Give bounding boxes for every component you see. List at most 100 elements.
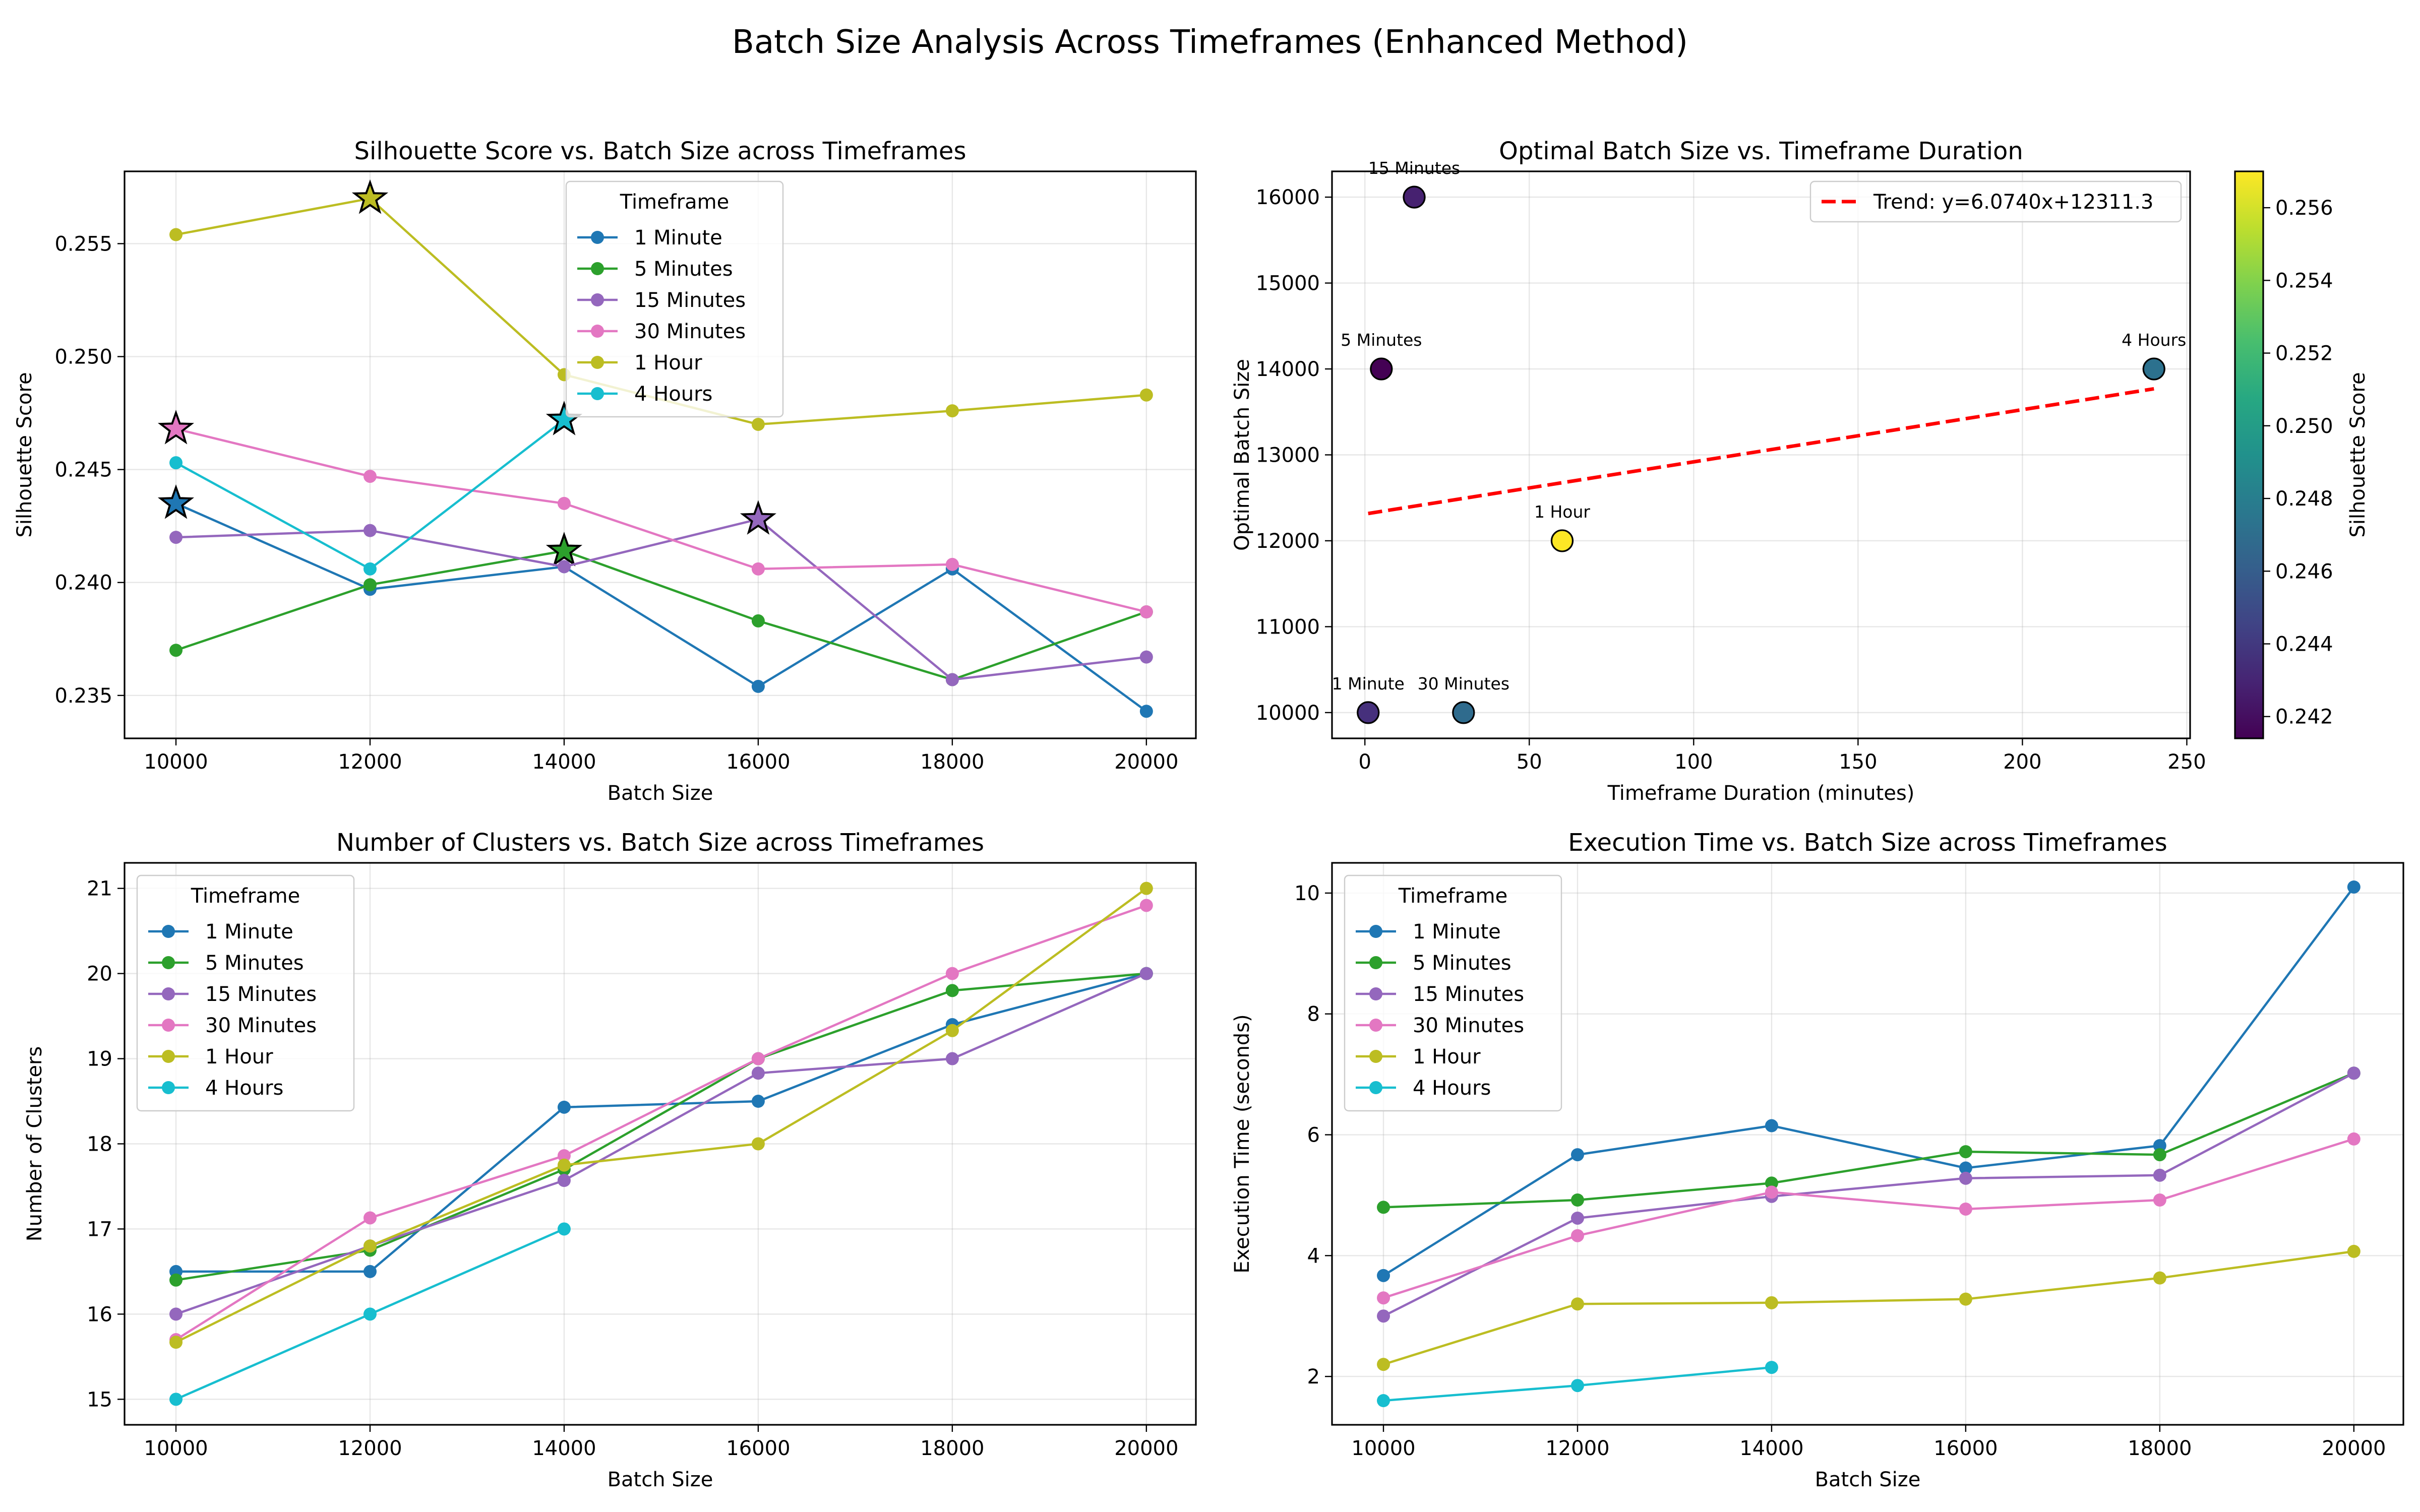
chart-title: Optimal Batch Size vs. Timeframe Duratio… — [1499, 137, 2023, 165]
figure-title: Batch Size Analysis Across Timeframes (E… — [732, 24, 1688, 61]
data-point-1-minute — [2347, 880, 2361, 894]
x-tick-label: 18000 — [920, 750, 984, 774]
data-point-5-minutes — [1959, 1145, 1972, 1159]
data-point-1-minute — [751, 1095, 765, 1108]
chart-title: Execution Time vs. Batch Size across Tim… — [1568, 829, 2167, 857]
legend-marker-15-minutes — [591, 293, 604, 306]
trend-legend-label: Trend: y=6.0740x+12311.3 — [1873, 191, 2153, 214]
x-tick-label: 12000 — [338, 1437, 402, 1460]
optimal-star-1-minute — [157, 484, 195, 519]
series-line-1-hour — [175, 887, 1147, 1344]
y-tick-label: 0.245 — [54, 459, 112, 482]
y-tick-label: 20 — [87, 963, 112, 986]
x-tick-label: 20000 — [2322, 1437, 2386, 1460]
legend-label-30-minutes: 30 Minutes — [1413, 1014, 1524, 1037]
series-line-15-minutes — [1382, 1072, 2354, 1317]
legend-marker-5-minutes — [162, 956, 175, 969]
point-label-4-hours: 4 Hours — [2122, 330, 2186, 350]
data-point-4-hours — [557, 1222, 571, 1236]
legend-label-1-hour: 1 Hour — [205, 1045, 273, 1068]
data-point-15-minutes — [1570, 1211, 1584, 1225]
x-tick-label: 250 — [2167, 750, 2206, 774]
data-point-30-minutes — [1377, 1291, 1390, 1305]
data-point-30-minutes — [945, 967, 959, 980]
x-axis-label: Timeframe Duration (minutes) — [1607, 782, 1915, 805]
data-point-1-minute — [363, 1265, 377, 1278]
legend-label-30-minutes: 30 Minutes — [205, 1014, 317, 1037]
y-axis-label: Optimal Batch Size — [1231, 359, 1254, 551]
optimal-star-30-minutes — [157, 410, 195, 445]
series-line-30-minutes — [175, 904, 1147, 1341]
data-point-4-hours — [363, 562, 377, 576]
data-point-1-minute — [1570, 1148, 1584, 1162]
y-tick-label: 21 — [87, 877, 112, 901]
data-point-1-hour — [2347, 1244, 2361, 1258]
scatter-point-4-hours — [2142, 357, 2165, 381]
data-point-4-hours — [169, 456, 183, 470]
data-point-15-minutes — [751, 1066, 765, 1080]
data-point-30-minutes — [1959, 1202, 1972, 1216]
data-point-30-minutes — [363, 470, 377, 483]
data-point-15-minutes — [1959, 1171, 1972, 1185]
series-line-1-minute — [175, 502, 1147, 713]
y-tick-label: 10000 — [1256, 702, 1320, 725]
data-point-30-minutes — [1765, 1185, 1778, 1199]
series-line-1-hour — [1383, 1250, 2354, 1366]
scatter-point-30-minutes — [1452, 701, 1475, 724]
data-point-30-minutes — [557, 1149, 571, 1163]
data-point-30-minutes — [363, 1211, 377, 1225]
x-tick-label: 14000 — [1739, 1437, 1803, 1460]
clusters-chart: 10000 12000 14000 16000 18000 20000 15 16 17 18 19… — [23, 829, 1197, 1491]
y-tick-label: 17 — [87, 1218, 112, 1241]
data-point-15-minutes — [945, 1052, 959, 1065]
legend-label-1-minute: 1 Minute — [1413, 920, 1501, 943]
colorbar-tick-label: 0.246 — [2275, 560, 2333, 583]
x-tick-label: 18000 — [920, 1437, 984, 1460]
series-line-5-minutes — [175, 972, 1146, 1282]
data-point-1-hour — [1570, 1297, 1584, 1311]
legend-box — [136, 874, 355, 1112]
y-tick-label: 11000 — [1256, 615, 1320, 639]
legend-marker-5-minutes — [1369, 956, 1382, 969]
legend-marker-1-hour — [1369, 1050, 1382, 1063]
data-point-30-minutes — [557, 496, 571, 510]
trend-legend-box — [1809, 180, 2182, 223]
x-tick-label: 20000 — [1114, 1437, 1178, 1460]
x-tick-label: 10000 — [144, 1437, 208, 1460]
data-point-1-hour — [557, 1158, 571, 1172]
y-tick-label: 8 — [1307, 1003, 1320, 1026]
series-line-15-minutes — [175, 518, 1147, 681]
colorbar-tick-label: 0.242 — [2275, 706, 2333, 729]
trend-line — [1368, 387, 2154, 516]
legend-label-30-minutes: 30 Minutes — [634, 320, 746, 343]
y-tick-label: 16 — [87, 1303, 112, 1326]
legend-marker-4-hours — [591, 387, 604, 400]
y-tick-label: 2 — [1307, 1365, 1320, 1389]
data-point-4-hours — [363, 1307, 377, 1321]
x-tick-label: 10000 — [144, 750, 208, 774]
optimal-star-5-minutes — [546, 532, 583, 566]
point-label-5-minutes: 5 Minutes — [1341, 330, 1422, 350]
data-point-15-minutes — [169, 1307, 183, 1321]
x-tick-label: 50 — [1517, 750, 1542, 774]
x-tick-label: 100 — [1674, 750, 1713, 774]
scatter-point-1-hour — [1550, 529, 1574, 552]
legend-label-4-hours: 4 Hours — [1413, 1077, 1491, 1100]
x-tick-label: 16000 — [1933, 1437, 1998, 1460]
execution-time-chart: 10000 12000 14000 16000 18000 20000 2 4 6 8 10 Batc… — [1231, 829, 2404, 1491]
x-tick-label: 14000 — [532, 750, 596, 774]
data-point-15-minutes — [2153, 1168, 2166, 1182]
data-point-1-hour — [1765, 1296, 1778, 1309]
y-axis-label: Number of Clusters — [23, 1046, 46, 1241]
series-line-1-minute — [176, 972, 1147, 1273]
series-line-15-minutes — [175, 972, 1147, 1315]
data-point-1-minute — [557, 1100, 571, 1114]
series-line-30-minutes — [175, 427, 1147, 613]
data-point-1-hour — [945, 404, 959, 418]
legend-label-1-minute: 1 Minute — [634, 226, 722, 249]
y-tick-label: 10 — [1294, 882, 1320, 905]
colorbar-tick-label: 0.248 — [2275, 487, 2333, 511]
y-tick-label: 4 — [1307, 1244, 1320, 1268]
scatter-point-15-minutes — [1403, 185, 1426, 209]
